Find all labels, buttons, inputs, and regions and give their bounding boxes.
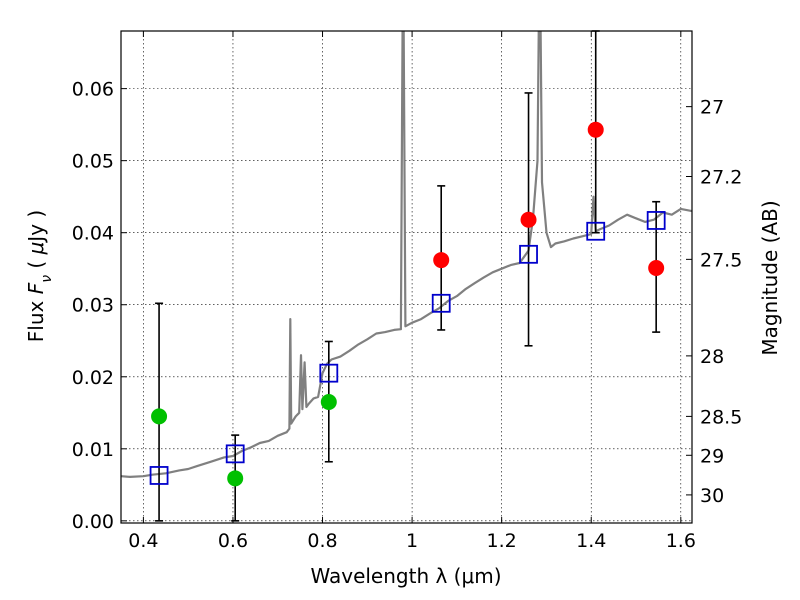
mag-tick-label: 27.2 [700,167,742,189]
x-tick-label: 1.4 [576,530,606,552]
error-bars [155,30,661,522]
model-point [431,293,451,313]
y-tick-label: 0.02 [72,367,114,389]
y2-axis-label: Magnitude (AB) [758,200,782,355]
y-tick-label: 0.03 [72,295,114,317]
mag-tick-label: 29 [700,445,724,467]
y-tick-label: 0.05 [72,151,114,173]
data-point [320,393,337,410]
grid [121,31,692,523]
model-point [586,221,606,241]
mag-tick-label: 30 [700,485,724,507]
mag-tick-label: 28.5 [700,406,742,428]
data-point [587,121,604,138]
model-point [319,363,339,383]
y-tick-label: 0.00 [72,511,114,533]
mag-tick-label: 28 [700,346,724,368]
data-point [151,408,168,425]
x-tick-label: 0.8 [307,530,337,552]
data-point [433,252,450,269]
data-markers [149,121,666,487]
ticks: 0.4 0.6 0.8 1 1.2 1.4 1.6 0.00 0.01 0.02 0.03 0.04 0… [72,31,742,552]
y-tick-label: 0.01 [72,439,114,461]
y-axis-label: Flux Fν ( μJy ) [24,210,55,342]
model-spectrum [121,31,692,478]
x-tick-label: 0.6 [218,530,248,552]
model-point [149,466,169,485]
mag-tick-label: 27.5 [700,249,742,271]
model-point [225,444,245,464]
y-tick-label: 0.04 [72,223,114,245]
x-tick-label: 1 [406,530,418,552]
x-tick-label: 1.6 [666,530,696,552]
model-point [646,211,666,230]
data-point [520,211,537,228]
plot-frame [120,30,693,524]
y-tick-label: 0.06 [72,79,114,101]
model-spectrum-line [121,31,692,478]
data-point [227,470,244,487]
x-tick-label: 1.2 [487,530,517,552]
x-tick-label: 0.4 [128,530,158,552]
mag-tick-label: 27 [700,97,724,119]
data-point [648,259,665,276]
model-point [519,244,538,264]
x-axis-label: Wavelength λ (μm) [310,564,501,588]
